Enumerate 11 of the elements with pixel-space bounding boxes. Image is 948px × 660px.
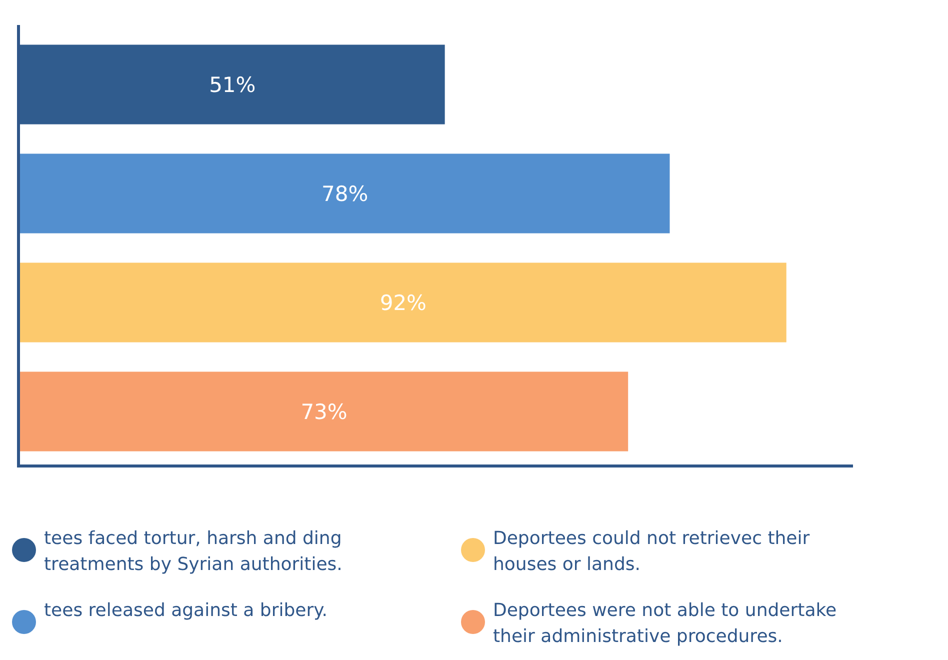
legend-label: tees faced tortur, harsh and ding treatments by Syrian authorities. [44, 528, 342, 575]
legend-label: Deportees were not able to undertake their administrative procedures. [493, 600, 837, 647]
legend-label: Deportees could not retrievec their houses or lands. [493, 528, 810, 575]
bar [20, 372, 628, 452]
legend-label: tees released against a bribery. [44, 600, 328, 621]
bar [20, 262, 786, 342]
data-label: 51% [209, 72, 256, 97]
data-label: 92% [380, 290, 427, 315]
bar [20, 154, 670, 234]
data-label: 78% [322, 182, 368, 206]
data-label: 73% [300, 400, 348, 424]
